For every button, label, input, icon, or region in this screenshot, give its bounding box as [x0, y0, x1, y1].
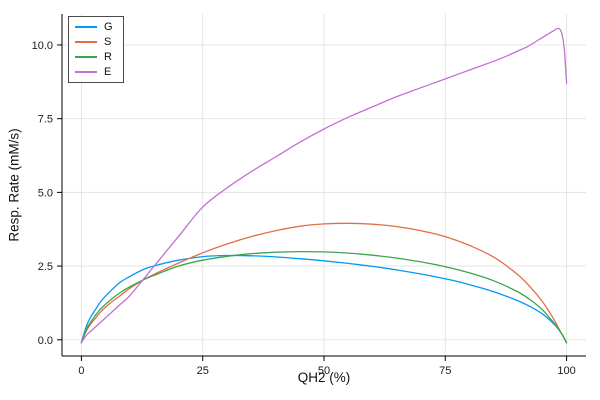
- legend-entry: R: [75, 51, 113, 63]
- x-axis-label: QH2 (%): [297, 370, 351, 385]
- legend-label: R: [104, 51, 112, 63]
- x-tick-label: 100: [557, 365, 575, 377]
- series-line-R: [80, 250, 568, 344]
- y-axis-label: Resp. Rate (mM/s): [6, 128, 22, 242]
- legend-line-swatch: [75, 71, 97, 73]
- legend-label: G: [104, 21, 113, 33]
- x-tick-label: 25: [197, 365, 209, 377]
- legend-label: E: [104, 66, 112, 78]
- y-tick-label: 2.5: [38, 261, 53, 273]
- legend-line-swatch: [75, 41, 97, 43]
- series-line-E: [80, 27, 568, 344]
- series-line-S: [80, 222, 568, 344]
- y-tick-label: 5.0: [38, 187, 53, 199]
- y-tick-label: 0.0: [38, 335, 53, 347]
- y-tick-label: 7.5: [38, 114, 53, 126]
- x-tick-label: 50: [318, 365, 330, 377]
- x-tick-label: 75: [439, 365, 451, 377]
- series-line-G: [80, 254, 568, 344]
- legend-entry: S: [75, 36, 113, 48]
- legend-entry: E: [75, 66, 113, 78]
- legend-line-swatch: [75, 26, 97, 28]
- legend-label: S: [104, 36, 112, 48]
- legend-entry: G: [75, 21, 113, 33]
- legend-line-swatch: [75, 56, 97, 58]
- y-tick-label: 10.0: [32, 40, 53, 52]
- x-tick-label: 0: [78, 365, 84, 377]
